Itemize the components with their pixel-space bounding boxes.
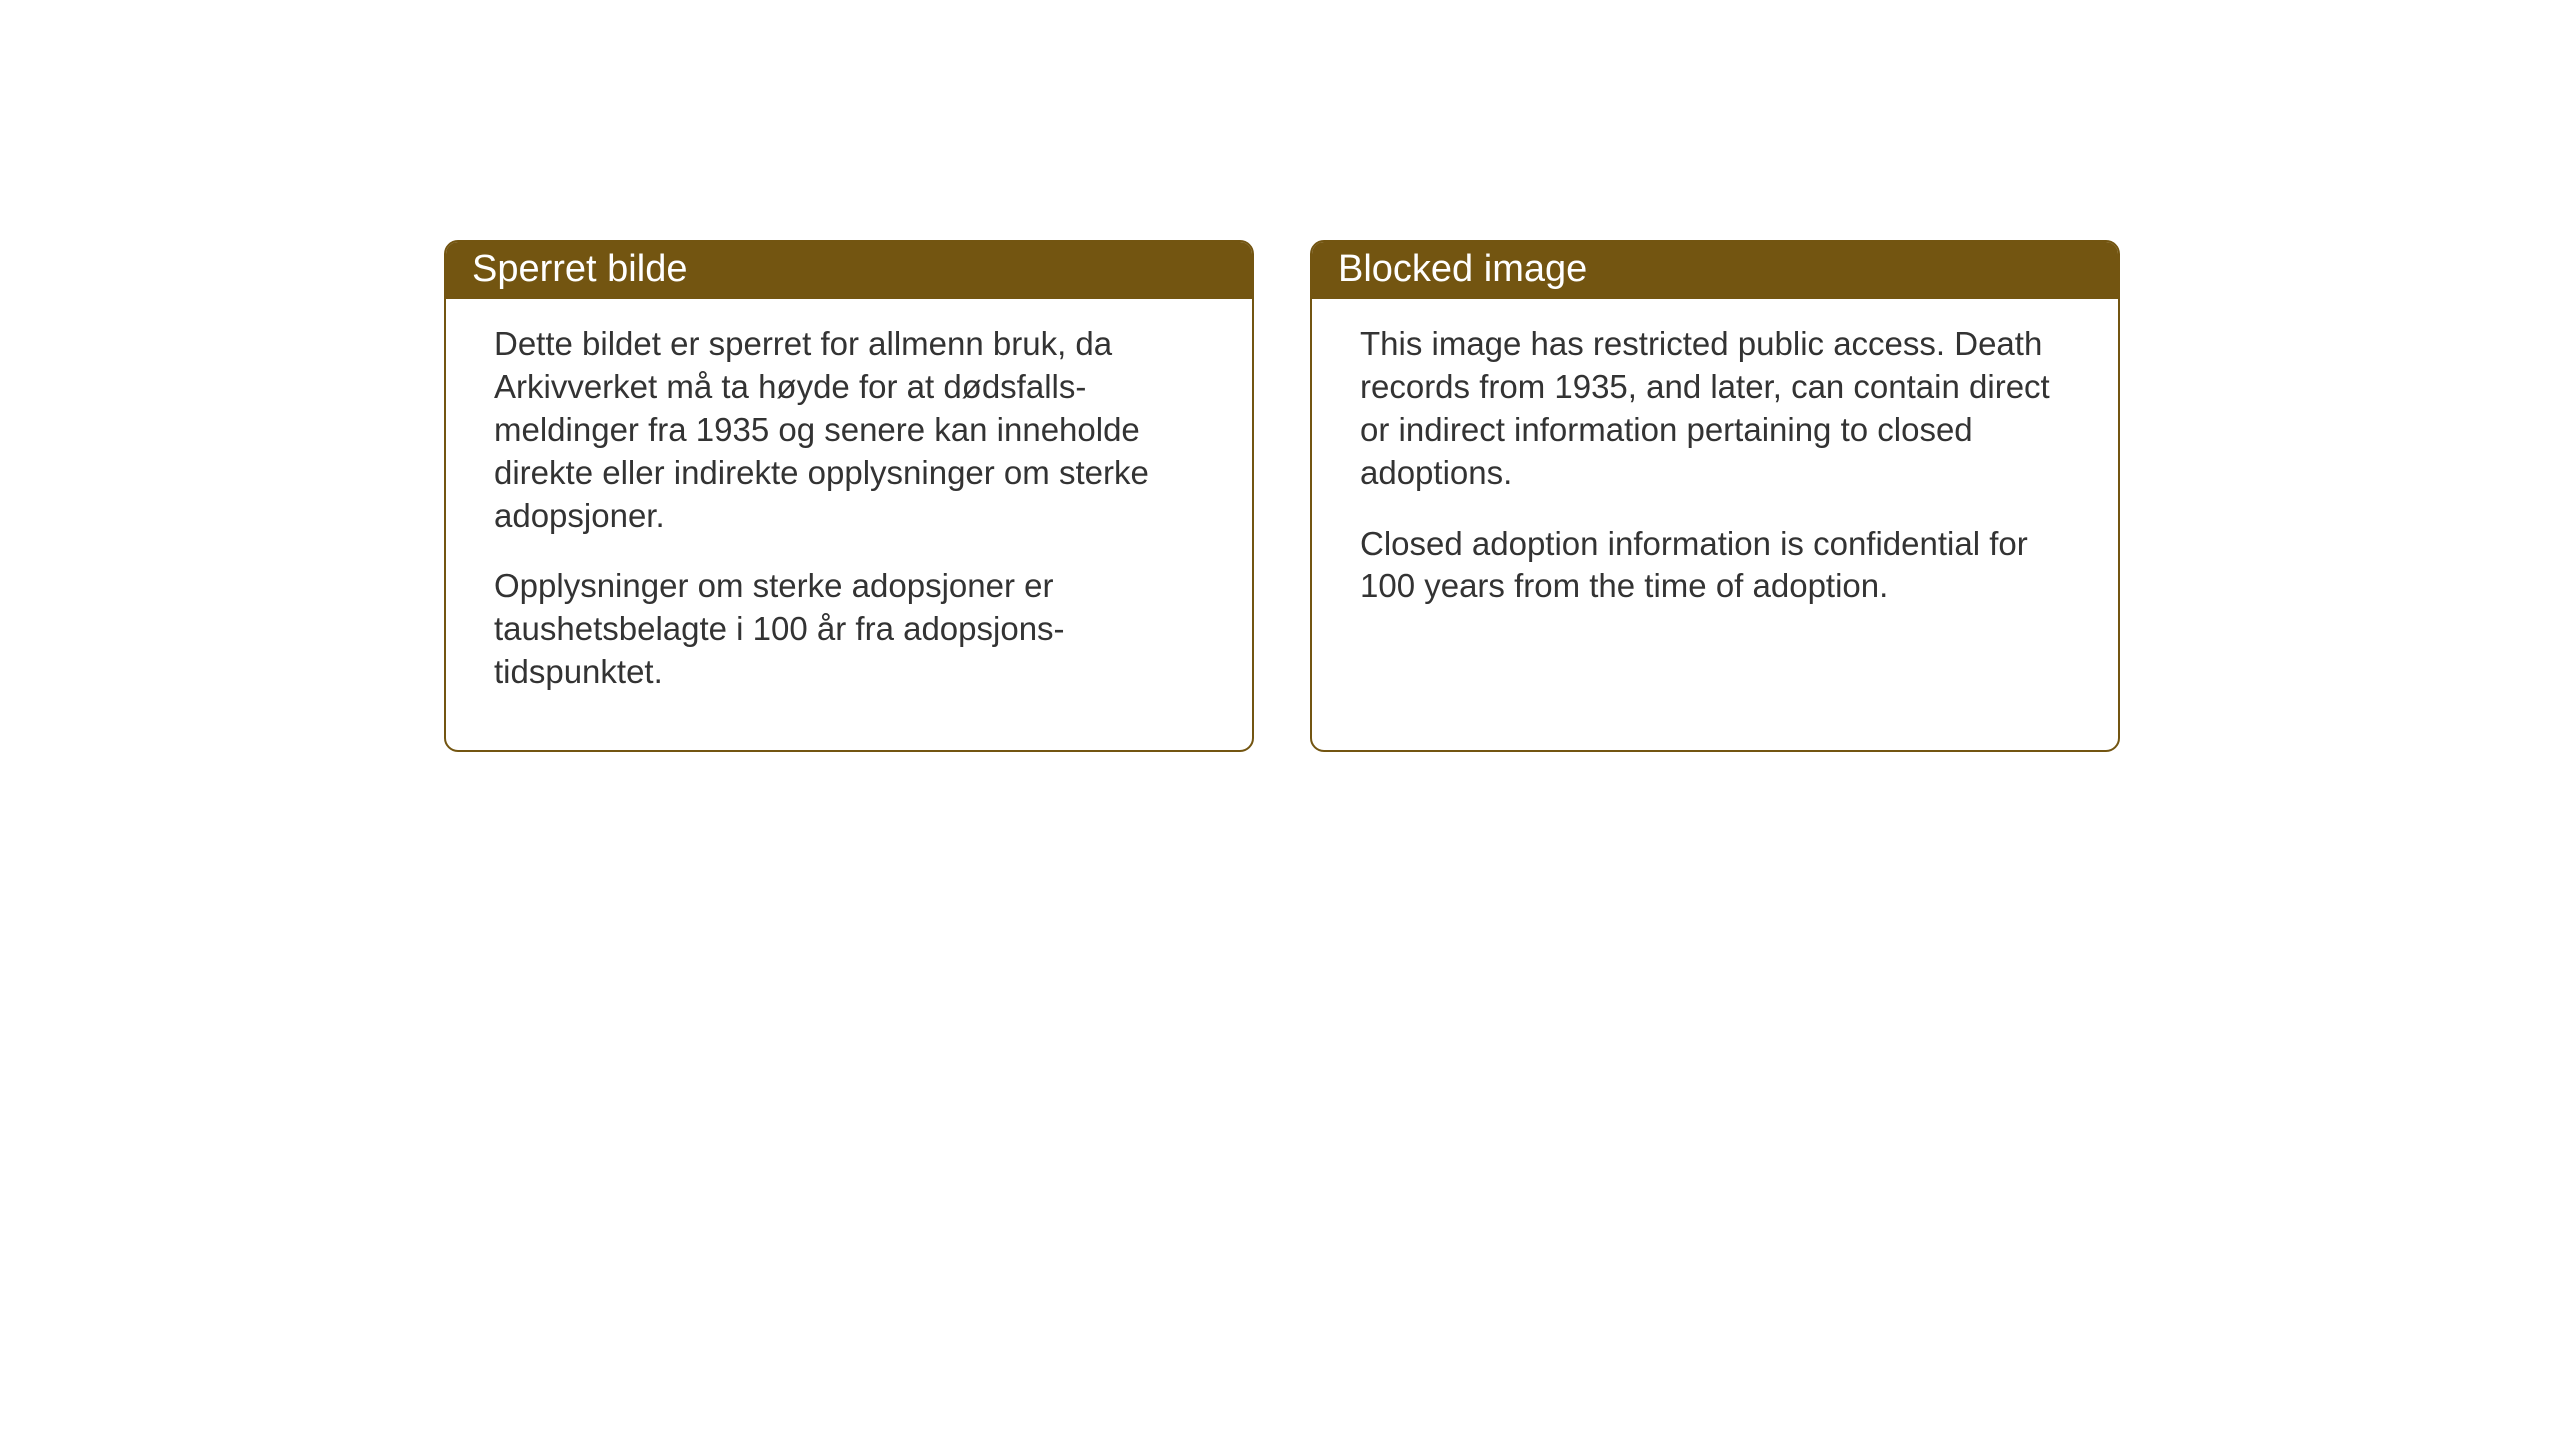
notice-box-norwegian: Sperret bilde Dette bildet er sperret fo…: [444, 240, 1254, 752]
notice-paragraph-2-norwegian: Opplysninger om sterke adopsjoner er tau…: [494, 565, 1212, 694]
notice-paragraph-2-english: Closed adoption information is confident…: [1360, 523, 2078, 609]
notice-body-english: This image has restricted public access.…: [1312, 299, 2118, 640]
notice-box-english: Blocked image This image has restricted …: [1310, 240, 2120, 752]
notice-paragraph-1-norwegian: Dette bildet er sperret for allmenn bruk…: [494, 323, 1212, 537]
notice-body-norwegian: Dette bildet er sperret for allmenn bruk…: [446, 299, 1252, 726]
notice-paragraph-1-english: This image has restricted public access.…: [1360, 323, 2078, 495]
notices-container: Sperret bilde Dette bildet er sperret fo…: [0, 0, 2560, 752]
notice-header-english: Blocked image: [1312, 242, 2118, 299]
notice-header-norwegian: Sperret bilde: [446, 242, 1252, 299]
